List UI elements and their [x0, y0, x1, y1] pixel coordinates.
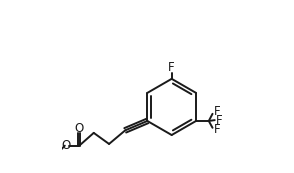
- Text: F: F: [214, 124, 220, 136]
- Text: F: F: [168, 61, 175, 74]
- Text: F: F: [214, 105, 220, 118]
- Text: O: O: [61, 139, 71, 152]
- Text: O: O: [75, 122, 84, 135]
- Text: F: F: [216, 114, 223, 127]
